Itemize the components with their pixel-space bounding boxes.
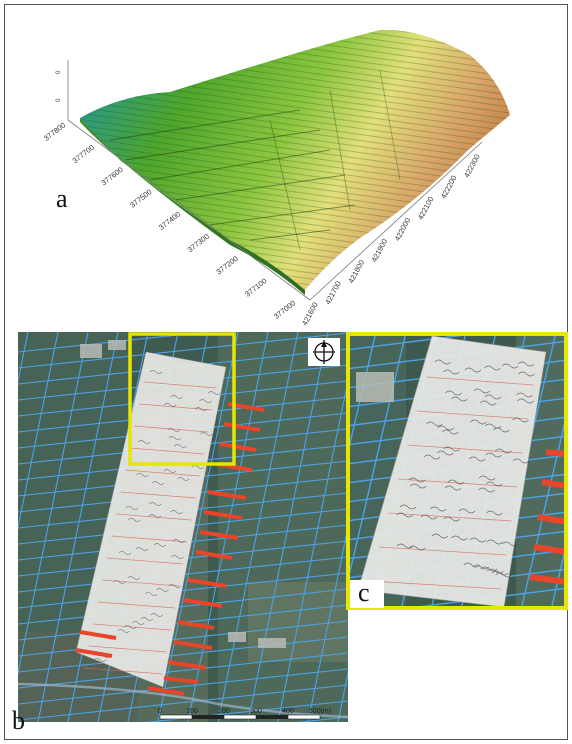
scale-tick-label: 0 <box>158 708 162 715</box>
x-tick-label: 421800 <box>346 258 366 284</box>
panel-label-b: b <box>12 706 25 735</box>
red-plot-marker <box>167 660 207 670</box>
aerial-map-view: 0 100 200 300 400 500(m) <box>18 332 348 722</box>
y-tick-label: 377200 <box>214 254 239 277</box>
x-tick-label: 421700 <box>323 280 343 306</box>
y-tick-label: 377300 <box>186 232 211 255</box>
red-plot-marker <box>541 479 568 489</box>
y-tick-label: 377700 <box>71 143 96 166</box>
x-tick-label: 421900 <box>369 237 389 263</box>
scale-tick-label: 200 <box>218 708 230 715</box>
scale-tick-label: 300 <box>250 708 262 715</box>
terrain-3d-view: 0 0 377800377700377600377500377400377300… <box>42 29 510 327</box>
x-axis-line <box>309 141 483 301</box>
y-tick-label: 377400 <box>157 209 182 232</box>
x-tick-label: 422200 <box>439 174 459 200</box>
red-plot-marker <box>223 422 261 432</box>
red-plot-marker <box>207 490 247 500</box>
y-tick-label: 377100 <box>243 276 268 299</box>
panel-label-c-box: c <box>350 580 384 608</box>
x-tick-label: 422300 <box>462 153 482 179</box>
detail-zoom-view <box>346 332 568 610</box>
red-plot-marker <box>537 514 568 525</box>
red-plot-marker <box>203 510 243 520</box>
svg-text:0: 0 <box>56 70 62 74</box>
scale-bar: 0 100 200 300 400 500(m) <box>158 708 331 720</box>
scale-tick-label: 500(m) <box>309 708 331 715</box>
x-tick-label: 422000 <box>393 216 413 242</box>
x-tick-label: 421600 <box>300 301 320 327</box>
red-plot-markers <box>75 402 265 696</box>
panel-label-a: a <box>56 184 68 213</box>
north-arrow-icon <box>308 338 340 366</box>
red-plot-marker <box>75 648 113 658</box>
y-tick-label: 377000 <box>272 298 297 321</box>
red-plot-marker <box>195 550 233 560</box>
red-plot-marker <box>79 630 117 640</box>
red-plot-marker <box>533 544 568 555</box>
highlight-frame-c <box>346 332 568 610</box>
y-tick-label: 377500 <box>128 187 153 210</box>
svg-text:0: 0 <box>56 98 62 102</box>
highlight-frame-b <box>128 332 236 466</box>
panel-label-c: c <box>358 578 370 607</box>
red-plot-marker <box>177 620 215 630</box>
y-tick-label: 377600 <box>99 165 124 188</box>
red-plot-marker <box>183 598 223 608</box>
scale-tick-label: 100 <box>186 708 198 715</box>
red-plot-marker <box>529 574 568 585</box>
x-tick-label: 422100 <box>416 195 436 221</box>
terrain-side <box>80 118 305 295</box>
red-plot-marker <box>163 676 199 684</box>
red-plot-marker <box>219 442 257 452</box>
scale-tick-label: 400 <box>282 708 294 715</box>
red-plot-marker <box>147 686 185 696</box>
y-axis-line <box>67 119 311 301</box>
red-plot-marker <box>199 530 239 540</box>
red-plot-marker <box>187 578 227 588</box>
y-tick-label: 377800 <box>42 120 67 143</box>
red-plot-marker <box>173 640 213 650</box>
